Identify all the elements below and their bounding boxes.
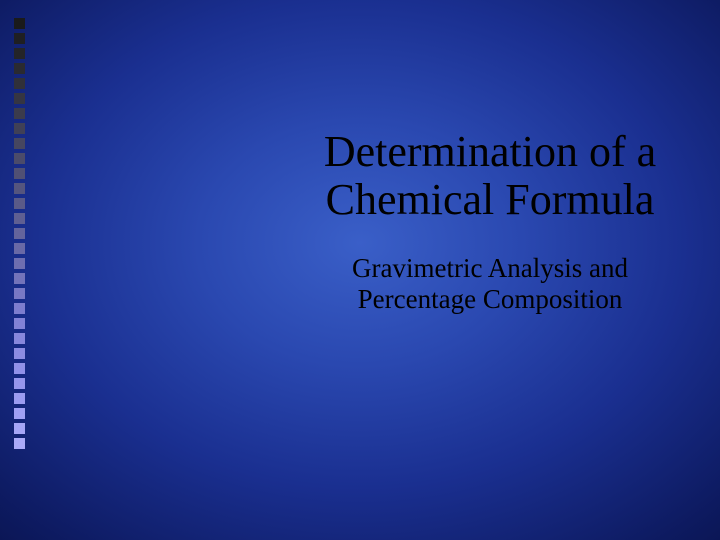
square-icon (14, 393, 25, 404)
square-icon (14, 93, 25, 104)
square-icon (14, 153, 25, 164)
decorative-squares (14, 18, 26, 449)
square-icon (14, 138, 25, 149)
square-icon (14, 48, 25, 59)
title-line-2: Chemical Formula (326, 175, 655, 224)
square-icon (14, 288, 25, 299)
subtitle-line-1: Gravimetric Analysis and (352, 253, 628, 283)
slide-subtitle: Gravimetric Analysis and Percentage Comp… (290, 253, 690, 315)
square-icon (14, 63, 25, 74)
square-icon (14, 198, 25, 209)
square-icon (14, 213, 25, 224)
square-icon (14, 273, 25, 284)
title-line-1: Determination of a (324, 127, 656, 176)
square-icon (14, 33, 25, 44)
square-icon (14, 243, 25, 254)
subtitle-line-2: Percentage Composition (358, 284, 623, 314)
square-icon (14, 108, 25, 119)
square-icon (14, 18, 25, 29)
square-icon (14, 423, 25, 434)
square-icon (14, 348, 25, 359)
slide-title: Determination of a Chemical Formula (290, 128, 690, 225)
square-icon (14, 228, 25, 239)
square-icon (14, 168, 25, 179)
square-icon (14, 408, 25, 419)
square-icon (14, 183, 25, 194)
square-icon (14, 123, 25, 134)
square-icon (14, 78, 25, 89)
square-icon (14, 318, 25, 329)
slide: Determination of a Chemical Formula Grav… (0, 0, 720, 540)
square-icon (14, 258, 25, 269)
square-icon (14, 363, 25, 374)
square-icon (14, 378, 25, 389)
square-icon (14, 438, 25, 449)
square-icon (14, 303, 25, 314)
content-block: Determination of a Chemical Formula Grav… (290, 128, 690, 315)
square-icon (14, 333, 25, 344)
